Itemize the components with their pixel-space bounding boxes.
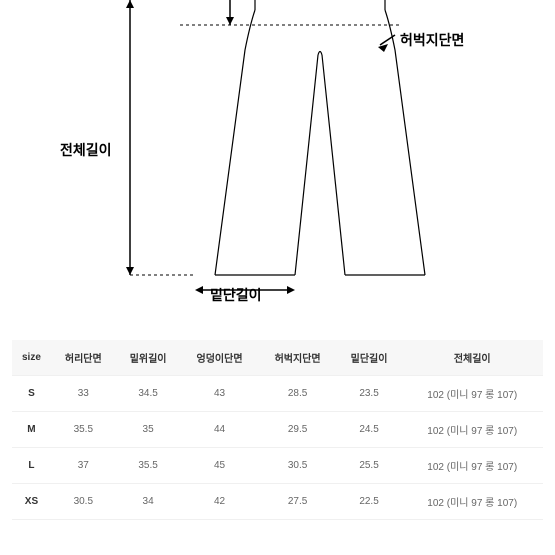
cell: 25.5	[337, 448, 402, 484]
col-total: 전체길이	[401, 340, 543, 376]
table-row: XS 30.5 34 42 27.5 22.5 102 (미니 97 롱 107…	[12, 484, 543, 520]
cell: 102 (미니 97 롱 107)	[401, 448, 543, 484]
col-rise: 밑위길이	[116, 340, 181, 376]
cell: 37	[51, 448, 116, 484]
cell: 34.5	[116, 376, 181, 412]
pants-diagram: 전체길이 허벅지단면 밑단길이	[0, 0, 555, 315]
cell-size: L	[12, 448, 51, 484]
cell: 45	[181, 448, 259, 484]
cell: 33	[51, 376, 116, 412]
label-hem-length: 밑단길이	[210, 285, 262, 305]
cell: 30.5	[51, 484, 116, 520]
col-hip: 엉덩이단면	[181, 340, 259, 376]
page-container: 전체길이 허벅지단면 밑단길이 size 허리단면 밑위길이 엉덩이단면 허벅지…	[0, 0, 555, 555]
table-row: S 33 34.5 43 28.5 23.5 102 (미니 97 롱 107)	[12, 376, 543, 412]
cell: 44	[181, 412, 259, 448]
table-body: S 33 34.5 43 28.5 23.5 102 (미니 97 롱 107)…	[12, 376, 543, 520]
cell-size: XS	[12, 484, 51, 520]
col-hem: 밑단길이	[337, 340, 402, 376]
cell: 27.5	[259, 484, 337, 520]
col-waist: 허리단면	[51, 340, 116, 376]
label-total-length: 전체길이	[60, 140, 112, 160]
cell: 34	[116, 484, 181, 520]
cell-size: M	[12, 412, 51, 448]
size-table: size 허리단면 밑위길이 엉덩이단면 허벅지단면 밑단길이 전체길이 S 3…	[12, 340, 543, 520]
table-row: L 37 35.5 45 30.5 25.5 102 (미니 97 롱 107)	[12, 448, 543, 484]
cell: 28.5	[259, 376, 337, 412]
col-size: size	[12, 340, 51, 376]
cell: 24.5	[337, 412, 402, 448]
size-table-wrap: size 허리단면 밑위길이 엉덩이단면 허벅지단면 밑단길이 전체길이 S 3…	[12, 340, 543, 520]
label-thigh-section: 허벅지단면	[400, 30, 464, 50]
cell: 35.5	[116, 448, 181, 484]
cell: 102 (미니 97 롱 107)	[401, 376, 543, 412]
cell: 23.5	[337, 376, 402, 412]
cell: 35	[116, 412, 181, 448]
cell: 102 (미니 97 롱 107)	[401, 484, 543, 520]
cell: 43	[181, 376, 259, 412]
cell: 29.5	[259, 412, 337, 448]
table-row: M 35.5 35 44 29.5 24.5 102 (미니 97 롱 107)	[12, 412, 543, 448]
cell: 30.5	[259, 448, 337, 484]
col-thigh: 허벅지단면	[259, 340, 337, 376]
cell: 42	[181, 484, 259, 520]
table-header-row: size 허리단면 밑위길이 엉덩이단면 허벅지단면 밑단길이 전체길이	[12, 340, 543, 376]
cell: 102 (미니 97 롱 107)	[401, 412, 543, 448]
cell: 22.5	[337, 484, 402, 520]
cell-size: S	[12, 376, 51, 412]
cell: 35.5	[51, 412, 116, 448]
